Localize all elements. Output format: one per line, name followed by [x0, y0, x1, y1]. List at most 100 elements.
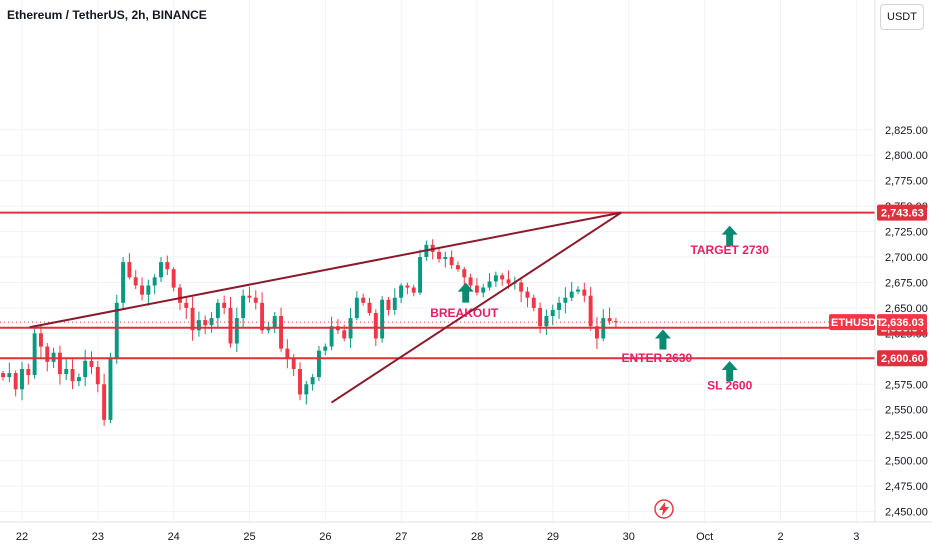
candle — [152, 274, 157, 295]
candle-body — [405, 285, 410, 288]
price-tag-resistance-bg — [877, 204, 927, 221]
candle — [32, 327, 37, 379]
candle — [102, 373, 107, 426]
candle — [386, 296, 391, 316]
candle — [1, 371, 5, 381]
candle-body — [354, 297, 359, 319]
candle — [89, 351, 94, 375]
time-tick-label: Oct — [696, 531, 713, 543]
candle-body — [247, 295, 252, 298]
candle-body — [367, 302, 372, 313]
candle-body — [64, 368, 69, 375]
candle-body — [563, 297, 568, 303]
candle — [493, 271, 498, 287]
candle-body — [177, 287, 182, 303]
candle-body — [228, 307, 233, 344]
time-axis[interactable]: 22 23 24 25 26 27 28 29 30 Oct 2 3 — [0, 521, 932, 543]
lightning-icon[interactable] — [654, 499, 674, 519]
candle — [354, 291, 359, 321]
candle-body — [291, 358, 296, 369]
candle — [405, 282, 410, 295]
candle-body — [121, 262, 126, 303]
price-axis-bg — [875, 0, 932, 522]
price-tick-label: 2,825.00 — [885, 125, 928, 137]
candle — [209, 312, 214, 333]
candle-body — [481, 287, 486, 293]
time-tick-label: 29 — [547, 531, 559, 543]
candle-body — [146, 285, 151, 295]
candle — [481, 284, 486, 298]
candle — [361, 293, 366, 306]
candle — [215, 298, 220, 329]
candle-body — [411, 287, 416, 293]
time-tick-label: 22 — [16, 531, 28, 543]
candle-body — [215, 302, 220, 319]
candle-body — [443, 257, 448, 260]
candle — [329, 316, 334, 351]
candle — [418, 249, 423, 295]
candle-body — [500, 275, 505, 280]
candle — [449, 250, 454, 269]
candle — [576, 286, 580, 295]
candle-body — [323, 346, 328, 351]
candle-body — [506, 279, 511, 284]
candle — [13, 370, 18, 397]
time-tick-label: 2 — [777, 531, 783, 543]
price-tick-label: 2,575.00 — [885, 379, 928, 391]
candle — [544, 309, 549, 336]
candle-body — [399, 285, 404, 298]
candle — [127, 253, 132, 280]
candle-body — [285, 348, 290, 359]
candle — [253, 290, 258, 310]
candle — [411, 284, 416, 297]
candle — [57, 345, 62, 385]
candles-series — [1, 239, 618, 426]
candle-body — [241, 295, 246, 319]
candle — [171, 267, 176, 292]
candle-body — [70, 368, 75, 382]
candle — [531, 294, 536, 312]
candle — [279, 307, 284, 352]
symbol-tag-bg — [829, 314, 875, 331]
candle — [26, 363, 31, 385]
candle — [316, 345, 321, 382]
candle-body — [222, 302, 227, 308]
arrow-up-icon — [654, 329, 671, 350]
candle-body — [316, 350, 321, 378]
candle-body — [7, 373, 12, 378]
candle-body — [184, 302, 189, 308]
annotation-label: BREAKOUT — [430, 306, 499, 320]
candle-body — [462, 269, 467, 278]
arrow-up-icon — [457, 282, 474, 303]
candle-body — [127, 262, 132, 278]
candle-body — [266, 328, 271, 331]
candle-body — [279, 316, 284, 349]
candle — [525, 287, 530, 308]
candle — [380, 296, 385, 343]
time-tick-label: 28 — [471, 531, 483, 543]
time-tick-label: 27 — [395, 531, 407, 543]
candle-body — [418, 257, 423, 293]
candle-body — [165, 262, 170, 270]
price-tag-resistance: 2,743.63 — [881, 208, 924, 220]
candle-body — [342, 330, 347, 339]
candle-body — [550, 309, 555, 317]
candle-body — [373, 312, 378, 339]
candle-body — [171, 269, 176, 288]
candle-body — [329, 326, 334, 347]
candle — [7, 362, 12, 383]
price-tick-label: 2,450.00 — [885, 507, 928, 519]
candle-body — [519, 282, 524, 292]
currency-button[interactable]: USDT — [880, 4, 924, 30]
candle-body — [102, 384, 107, 420]
candle-body — [140, 285, 144, 295]
candle — [323, 343, 328, 356]
candle-body — [234, 318, 239, 344]
candle — [247, 286, 252, 303]
candle-body — [380, 299, 385, 339]
candle — [285, 339, 290, 369]
candle — [38, 325, 43, 358]
price-axis[interactable]: 2,450.00 2,475.00 2,500.00 2,525.00 2,550.00… — [874, 0, 932, 522]
candle-body — [196, 320, 201, 331]
